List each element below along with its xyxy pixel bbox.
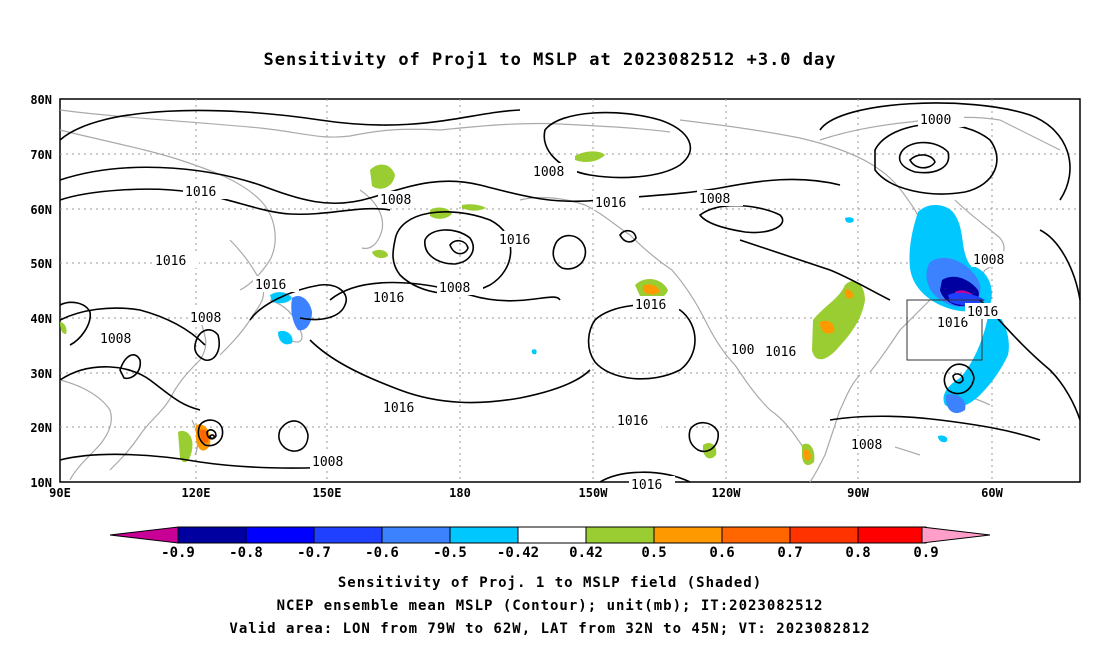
contour-label: 1016 [631,478,662,493]
colorbar-cell [381,526,451,544]
contour-label: 1016 [155,254,186,269]
contour-label: 1016 [937,316,968,331]
contour-label: 1016 [635,298,666,313]
contour-labels: 1000 1008 1008 1008 1008 1008 1008 1008 … [98,111,1017,493]
lon-axis: 90E 120E 150E 180 150W 120W 90W 60W [49,486,1003,500]
contour-label: 1016 [765,345,796,360]
colorbar-tick-label: 0.42 [569,545,603,561]
colorbar-cell [517,526,587,544]
grid-lines [60,99,1080,482]
contour-label: 1008 [380,193,411,208]
colorbar-cell [721,526,791,544]
lat-axis: 80N 70N 60N 50N 40N 30N 20N 10N [30,93,52,490]
colorbar-cell [585,526,655,544]
colorbar-tick-label: 0.6 [709,545,734,561]
contour-label: 1008 [100,332,131,347]
colorbar-tick-label: 0.9 [913,545,938,561]
colorbar-tick-label: -0.42 [497,545,539,561]
colorbar-tick-label: -0.9 [161,545,195,561]
contour-label: 1008 [312,455,343,470]
contour-label: 1016 [967,305,998,320]
lat-tick-label: 40N [30,312,52,326]
contour-label: 1000 [920,113,951,128]
colorbar-cell [313,526,383,544]
contour-label: 1008 [973,253,1004,268]
lat-tick-label: 60N [30,203,52,217]
map-frame [59,98,1081,483]
lon-tick-label: 120W [712,486,742,500]
lon-tick-label: 90W [847,486,869,500]
contour-label: 1016 [499,233,530,248]
colorbar-low-extend [109,526,179,544]
lon-tick-label: 120E [182,486,211,500]
contour-label: 1016 [255,278,286,293]
colorbar-tick-label: 0.8 [845,545,870,561]
lat-tick-label: 50N [30,257,52,271]
contour-label: 1008 [190,311,221,326]
colorbar-tick-label: -0.7 [297,545,331,561]
contour-label: 1008 [439,281,470,296]
lon-tick-label: 180 [449,486,471,500]
lon-tick-label: 90E [49,486,71,500]
colorbar-cell [653,526,723,544]
colorbar-tick-label: -0.5 [433,545,467,561]
lat-tick-label: 30N [30,367,52,381]
contour-label: 1016 [373,291,404,306]
contour-label: 1016 [595,196,626,211]
colorbar-high-extend [921,526,991,544]
contour-label: 1016 [617,414,648,429]
colorbar: -0.9 -0.8 -0.7 -0.6 -0.5 -0.42 0.42 0.5 0.6 0.7 0.… [109,526,991,561]
colorbar-cell [789,526,859,544]
contour-label: 1016 [383,401,414,416]
lat-tick-label: 70N [30,148,52,162]
contour-label: 1016 [185,185,216,200]
lon-tick-label: 60W [981,486,1003,500]
contour-label: 1008 [699,192,730,207]
footer-line-1: Sensitivity of Proj. 1 to MSLP field (Sh… [337,575,763,591]
lat-tick-label: 10N [30,476,52,490]
valid-area-box [906,299,983,361]
colorbar-cell [177,526,247,544]
lon-tick-label: 150E [313,486,342,500]
lat-tick-label: 80N [30,93,52,107]
lat-tick-label: 20N [30,421,52,435]
contour-label: 1008 [533,165,564,180]
colorbar-tick-label: 0.7 [777,545,802,561]
footer-line-3: Valid area: LON from 79W to 62W, LAT fro… [229,621,871,637]
colorbar-tick-label: -0.8 [229,545,263,561]
lon-tick-label: 150W [579,486,609,500]
contour-label: 1008 [851,438,882,453]
colorbar-tick-label: 0.5 [641,545,666,561]
colorbar-tick-label: -0.6 [365,545,399,561]
footer-line-2: NCEP ensemble mean MSLP (Contour); unit(… [276,598,824,614]
map-title: Sensitivity of Proj1 to MSLP at 20230825… [263,50,837,70]
contour-label: 100 [731,343,754,358]
colorbar-cell [857,526,927,544]
colorbar-cell [449,526,519,544]
colorbar-cell [245,526,315,544]
